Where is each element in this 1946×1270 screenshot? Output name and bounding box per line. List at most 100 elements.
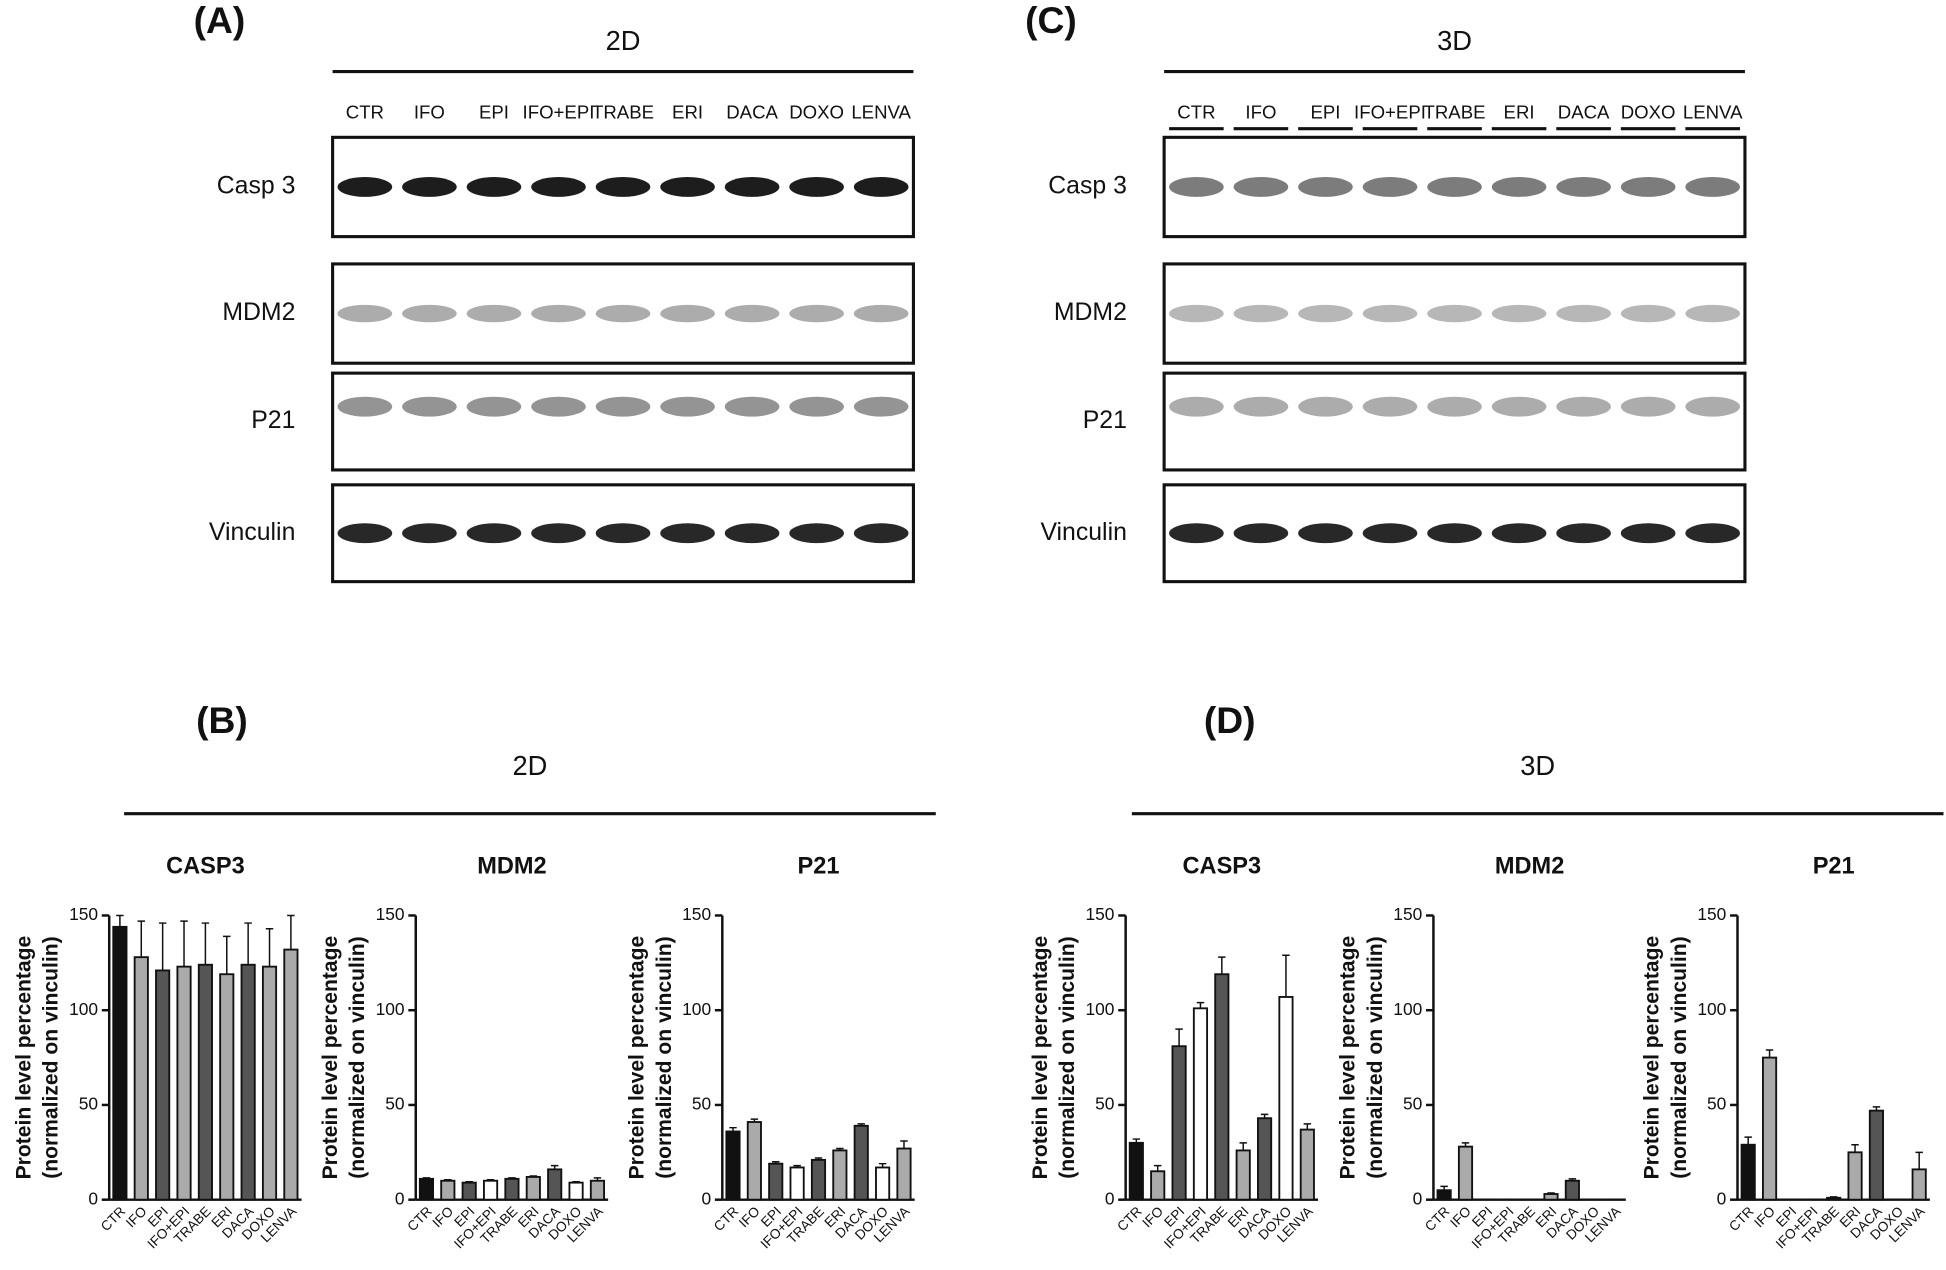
error-bar xyxy=(1744,1136,1752,1145)
y-tick-label: 50 xyxy=(385,1094,404,1114)
error-bar xyxy=(1260,1113,1269,1119)
bar xyxy=(1192,1007,1209,1201)
blot-band xyxy=(1298,523,1353,544)
protein-label: MDM2 xyxy=(222,299,295,326)
error-bar xyxy=(287,914,295,950)
y-tick-label: 0 xyxy=(701,1188,711,1208)
bar xyxy=(418,1177,435,1201)
bar xyxy=(832,1149,848,1201)
error-bar xyxy=(814,1157,823,1160)
lane-label: IFO xyxy=(414,102,445,123)
blot-frame xyxy=(331,371,915,472)
blot-band xyxy=(402,177,457,197)
error-bar xyxy=(265,928,274,967)
blot-band xyxy=(724,396,780,417)
y-tick-label: 0 xyxy=(1717,1188,1727,1208)
chart-title: MDM2 xyxy=(477,852,546,878)
bar xyxy=(1868,1109,1884,1201)
blot-band xyxy=(1556,396,1611,417)
panel-label: (A) xyxy=(194,0,246,41)
y-tick-label: 100 xyxy=(69,999,98,1019)
bar xyxy=(1235,1149,1251,1201)
blot-band xyxy=(466,523,522,544)
error-bar xyxy=(729,1126,737,1132)
error-bar xyxy=(793,1164,801,1168)
bar xyxy=(283,948,299,1201)
blot-band xyxy=(660,304,715,323)
blot-frame xyxy=(331,262,915,365)
blot-frame xyxy=(1162,262,1747,365)
blot-band xyxy=(853,396,909,417)
y-axis-label: (normalized on vinculin) xyxy=(40,936,63,1178)
y-tick-label: 150 xyxy=(1393,904,1422,924)
y-axis-label: (normalized on vinculin) xyxy=(1668,936,1691,1178)
y-tick-label: 100 xyxy=(1697,999,1726,1019)
lane-label: LENVA xyxy=(851,102,911,123)
y-axis-label: Protein level percentage xyxy=(1337,936,1360,1180)
blot-band xyxy=(789,304,844,323)
y-tick-label: 0 xyxy=(88,1188,98,1208)
lane-label: DACA xyxy=(726,102,778,123)
bar xyxy=(547,1168,563,1201)
blot-band xyxy=(1491,304,1547,323)
blot-band xyxy=(724,523,780,544)
protein-label: Vinculin xyxy=(209,519,295,546)
protein-label: Casp 3 xyxy=(1048,173,1127,200)
error-bar xyxy=(900,1140,908,1149)
blot-band xyxy=(789,396,844,417)
bar xyxy=(483,1179,499,1201)
condition-label: 3D xyxy=(1437,25,1472,56)
blot-band xyxy=(1685,396,1740,417)
bar xyxy=(589,1179,605,1201)
y-tick-label: 0 xyxy=(1413,1188,1423,1208)
blot-band xyxy=(1427,177,1482,197)
y-tick-label: 100 xyxy=(682,999,711,1019)
error-bar xyxy=(158,922,167,971)
protein-label: MDM2 xyxy=(1054,299,1127,326)
lane-label: DOXO xyxy=(1621,102,1676,123)
blot-band xyxy=(531,177,586,197)
blot-band xyxy=(1620,523,1676,544)
y-tick-label: 50 xyxy=(1403,1094,1422,1114)
blot-band xyxy=(1169,177,1224,197)
blot-band xyxy=(402,304,457,323)
bar xyxy=(810,1158,827,1201)
bar xyxy=(1299,1128,1315,1201)
bar xyxy=(197,963,213,1201)
lane-label: EPI xyxy=(479,102,509,123)
error-bar xyxy=(836,1147,844,1151)
blot-band xyxy=(1362,177,1418,197)
y-axis-label: Protein level percentage xyxy=(1641,936,1664,1180)
blot-band xyxy=(466,304,522,323)
blot-band xyxy=(1556,177,1611,197)
bar xyxy=(875,1166,891,1201)
y-axis-label: (normalized on vinculin) xyxy=(1364,936,1387,1178)
y-tick-label: 150 xyxy=(376,904,405,924)
bar xyxy=(746,1121,762,1201)
blot-band xyxy=(724,304,780,323)
blot-band xyxy=(789,523,844,544)
blot-band xyxy=(402,523,457,544)
error-bar xyxy=(137,920,145,958)
error-bar xyxy=(878,1162,887,1168)
blot-band xyxy=(1620,177,1676,197)
blot-band xyxy=(595,177,651,197)
bar xyxy=(525,1176,541,1201)
chart-title: CASP3 xyxy=(1183,852,1262,878)
y-tick-label: 0 xyxy=(1105,1188,1115,1208)
y-tick-label: 50 xyxy=(1707,1094,1726,1114)
lane-label: ERI xyxy=(1504,102,1535,123)
lane-label: CTR xyxy=(1177,102,1215,123)
blot-band xyxy=(595,396,651,417)
blot-band xyxy=(660,523,715,544)
bar xyxy=(155,969,171,1201)
error-bar xyxy=(201,922,210,965)
bar xyxy=(176,965,192,1201)
error-bar xyxy=(244,922,252,965)
error-bar xyxy=(1153,1164,1162,1172)
blot-band xyxy=(724,177,780,197)
blot-band xyxy=(1233,396,1289,417)
error-bar xyxy=(1872,1106,1881,1111)
error-bar xyxy=(1132,1138,1141,1143)
